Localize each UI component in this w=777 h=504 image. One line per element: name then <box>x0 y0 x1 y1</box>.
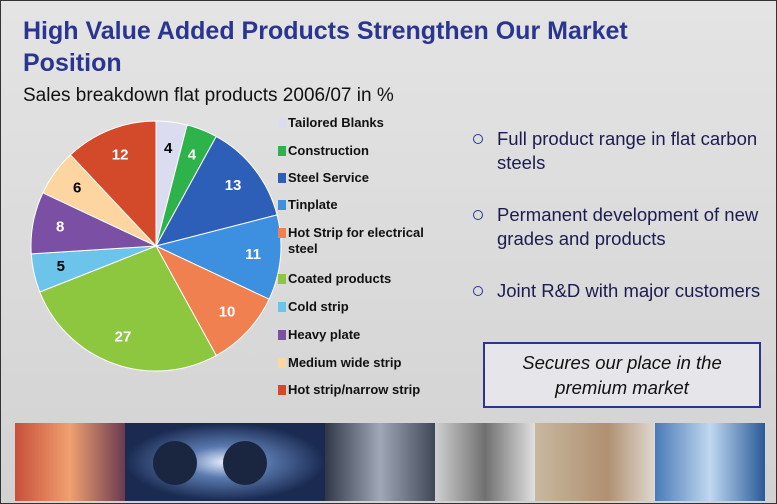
legend-swatch <box>278 146 286 156</box>
bullet-marker <box>473 286 483 296</box>
legend-swatch <box>278 228 286 238</box>
callout: Secures our place in the premium market <box>483 342 761 408</box>
legend-entry: Heavy plate <box>286 327 448 343</box>
bullet-marker <box>473 210 483 220</box>
legend-label: Construction <box>288 143 448 159</box>
data-label: 12 <box>112 146 129 163</box>
photo <box>325 423 435 501</box>
legend-entry: Hot Strip for electrical steel <box>286 225 448 257</box>
legend-label: Tinplate <box>288 197 448 213</box>
bullet: Full product range in flat carbon steels <box>471 127 767 175</box>
legend-swatch <box>278 200 286 210</box>
photo <box>15 423 125 501</box>
data-label: 11 <box>245 246 261 263</box>
legend-label: Hot Strip for electrical steel <box>288 225 448 257</box>
legend-entry: Construction <box>286 143 448 159</box>
legend-entry: Steel Service <box>286 170 448 186</box>
photo <box>655 423 765 501</box>
legend-swatch <box>278 302 286 312</box>
legend-swatch <box>278 173 286 183</box>
legend-entry: Cold strip <box>286 299 448 315</box>
data-label: 4 <box>188 146 197 163</box>
legend-label: Medium wide strip <box>288 355 448 371</box>
legend-entry: Tailored Blanks <box>286 115 448 131</box>
bullet-text: Joint R&D with major customers <box>497 279 767 303</box>
photo-strip <box>15 423 765 501</box>
data-label: 4 <box>164 140 173 157</box>
legend-swatch <box>278 118 286 128</box>
legend-label: Coated products <box>288 271 448 287</box>
bullet: Permanent development of new grades and … <box>471 203 767 251</box>
photo-detail <box>223 441 267 485</box>
data-label: 13 <box>225 177 242 194</box>
legend-entry: Hot strip/narrow strip <box>286 382 448 398</box>
callout-text: Secures our place in the premium market <box>507 350 737 400</box>
legend-label: Hot strip/narrow strip <box>288 382 448 398</box>
slide: High Value Added Products Strengthen Our… <box>0 0 777 504</box>
legend-label: Heavy plate <box>288 327 448 343</box>
chart-title: High Value Added Products Strengthen Our… <box>23 15 723 79</box>
legend-swatch <box>278 358 286 368</box>
bullet-marker <box>473 134 483 144</box>
legend-label: Tailored Blanks <box>288 115 448 131</box>
photo <box>535 423 655 501</box>
legend-label: Steel Service <box>288 170 448 186</box>
bullet: Joint R&D with major customers <box>471 279 767 303</box>
data-label: 10 <box>219 304 236 321</box>
photo <box>435 423 535 501</box>
data-label: 5 <box>57 258 65 275</box>
legend-swatch <box>278 330 286 340</box>
legend-swatch <box>278 274 286 284</box>
legend-entry: Medium wide strip <box>286 355 448 371</box>
legend-entry: Tinplate <box>286 197 448 213</box>
data-label: 8 <box>56 219 64 236</box>
bullet-text: Full product range in flat carbon steels <box>497 127 767 175</box>
data-label: 6 <box>73 180 81 197</box>
data-label: 27 <box>115 329 132 346</box>
legend-swatch <box>278 385 286 395</box>
photo-detail <box>153 441 197 485</box>
bullet-text: Permanent development of new grades and … <box>497 203 767 251</box>
legend-label: Cold strip <box>288 299 448 315</box>
legend-entry: Coated products <box>286 271 448 287</box>
